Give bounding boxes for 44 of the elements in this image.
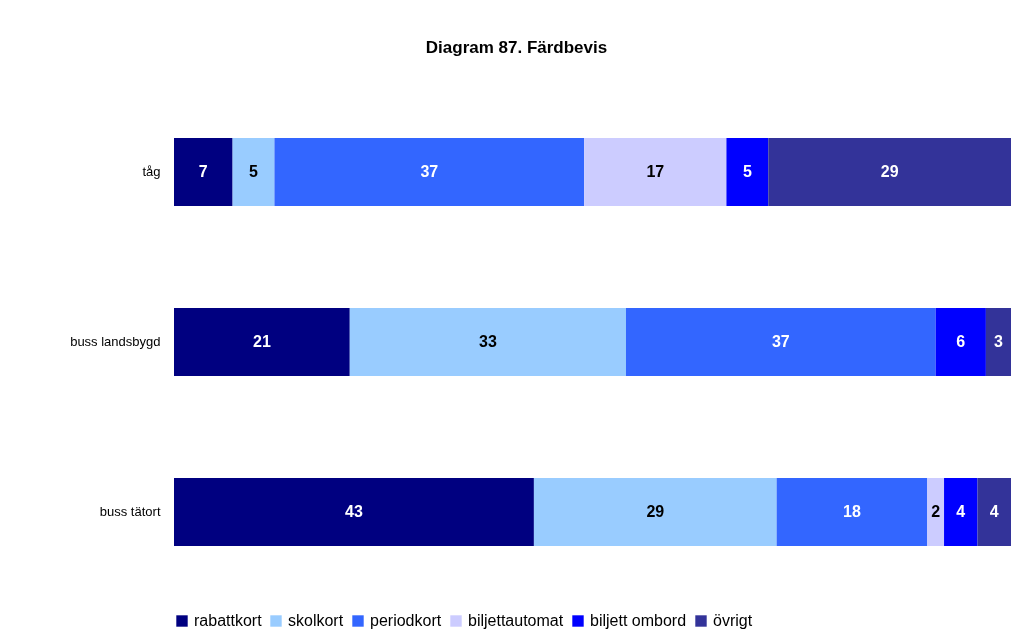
- bar: [274, 138, 585, 206]
- bar: [935, 308, 986, 376]
- data-label: 4: [956, 503, 966, 520]
- data-label: 5: [742, 163, 752, 180]
- data-label: 21: [252, 333, 271, 350]
- legend-label: skolkort: [288, 612, 344, 629]
- bar: [776, 478, 928, 546]
- data-label: 6: [956, 333, 966, 350]
- legend-label: biljettautomat: [468, 612, 564, 629]
- data-label: 2: [931, 503, 941, 520]
- legend-label: övrigt: [713, 612, 753, 629]
- data-label: 7: [198, 163, 208, 180]
- data-label: 3: [993, 333, 1003, 350]
- y-tick-label: tåg: [142, 164, 161, 179]
- text: Diagram 87. Färdbevis: [425, 38, 608, 57]
- bar: [625, 308, 936, 376]
- data-label: 43: [345, 503, 363, 520]
- bar: [584, 138, 727, 206]
- data-label: 29: [880, 163, 899, 180]
- bar: [927, 478, 945, 546]
- data-label: 33: [478, 333, 497, 350]
- data-label: 37: [420, 163, 439, 180]
- bar: [768, 138, 1011, 206]
- bar: [174, 478, 534, 546]
- data-label: 29: [646, 503, 665, 520]
- bar: [726, 138, 769, 206]
- legend-label: periodkort: [370, 612, 442, 629]
- data-label: 4: [989, 503, 999, 520]
- bar: [232, 138, 275, 206]
- data-label: 37: [771, 333, 790, 350]
- legend-label: biljett ombord: [590, 612, 687, 629]
- data-label: 5: [249, 163, 259, 180]
- bar: [174, 138, 233, 206]
- bar: [985, 308, 1011, 376]
- data-label: 18: [843, 503, 861, 520]
- bar: [349, 308, 626, 376]
- legend-label: rabattkort: [194, 612, 263, 629]
- bar: [977, 478, 1011, 546]
- y-tick-label: buss landsbygd: [70, 334, 161, 349]
- bar: [944, 478, 978, 546]
- bar: [174, 308, 350, 376]
- bar: [533, 478, 777, 546]
- data-label: 17: [646, 163, 665, 180]
- y-tick-label: buss tätort: [99, 504, 161, 519]
